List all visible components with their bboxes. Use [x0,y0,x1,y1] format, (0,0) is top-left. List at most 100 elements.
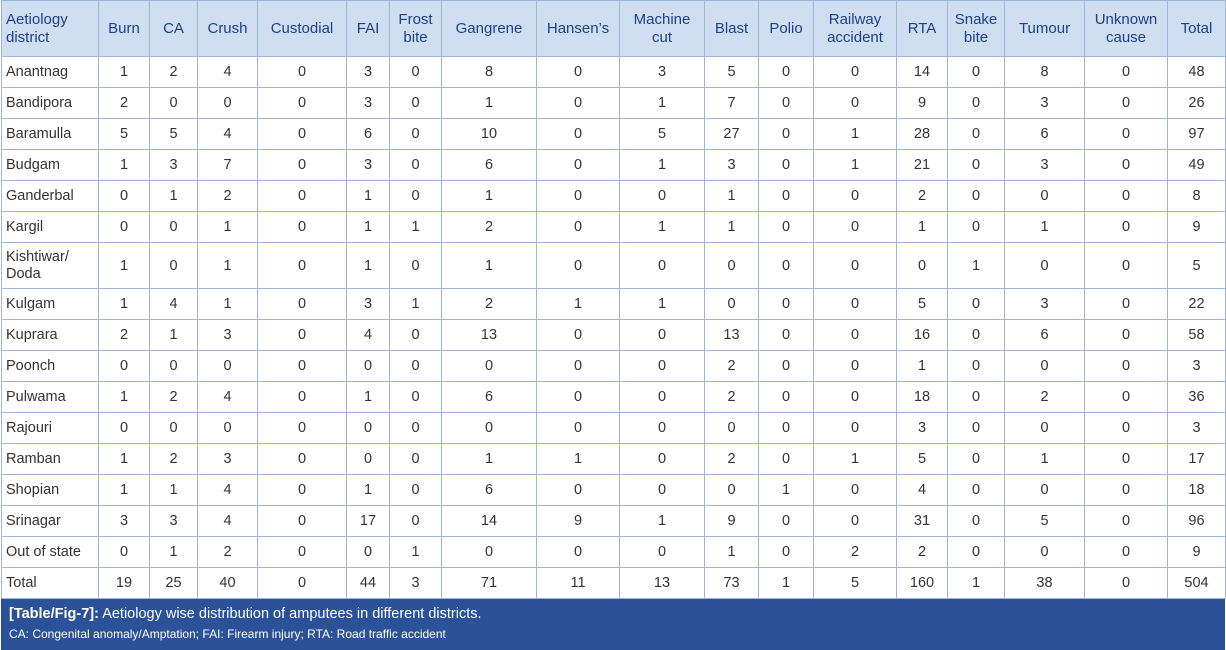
cell: 16 [896,319,948,351]
caption: [Table/Fig-7]: Aetiology wise distributi… [9,603,1217,625]
cell: 1 [389,211,442,243]
cell: 0 [619,443,705,475]
table-row: Kuprara 2 1 3 0 4 0 13 0 0 13 0 0 16 0 6 0 58 [1,319,1226,351]
cell: 0 [947,412,1005,444]
cell: 1 [619,288,705,320]
cell: 0 [536,56,620,88]
column-header: Crush [197,0,258,57]
cell: 6 [441,474,537,506]
cell: 0 [257,56,347,88]
table-row: Anantnag 1 2 4 0 3 0 8 0 3 5 0 0 14 0 8 0 48 [1,56,1226,88]
cell: 6 [1004,118,1085,150]
cell: 0 [257,242,347,289]
cell: 504 [1167,567,1226,599]
column-header: Hansen’s [536,0,620,57]
cell: 0 [619,536,705,568]
cell: 0 [947,149,1005,181]
cell: 0 [441,536,537,568]
cell: 0 [758,56,814,88]
cell: 9 [1167,536,1226,568]
cell: 2 [704,350,759,382]
cell: 17 [346,505,390,537]
cell: 2 [441,288,537,320]
cell: 44 [346,567,390,599]
cell: 0 [389,350,442,382]
cell: 0 [1004,350,1085,382]
cell: 1 [536,288,620,320]
cell: 0 [1004,180,1085,212]
cell: 0 [1004,242,1085,289]
table-row: Srinagar 3 3 4 0 17 0 14 9 1 9 0 0 31 0 5 0 96 [1,505,1226,537]
table-row: Kishtiwar/ Doda 1 0 1 0 1 0 1 0 0 0 0 0 0 1 0 0 5 [1,242,1226,289]
cell: 0 [536,211,620,243]
cell: 1 [704,536,759,568]
cell: 4 [197,474,258,506]
cell: 8 [1004,56,1085,88]
cell: 0 [536,474,620,506]
cell: 71 [441,567,537,599]
cell: 0 [947,87,1005,119]
cell: 0 [619,381,705,413]
cell: 1 [98,242,150,289]
cell: 0 [536,87,620,119]
cell: 0 [1084,474,1168,506]
cell: 3 [704,149,759,181]
row-label: Out of state [1,536,99,568]
column-header: Custodial [257,0,347,57]
cell: 0 [1084,87,1168,119]
cell: 0 [257,87,347,119]
cell: 0 [947,56,1005,88]
cell: 1 [197,211,258,243]
cell: 2 [441,211,537,243]
cell: 1 [98,288,150,320]
cell: 11 [536,567,620,599]
cell: 2 [98,87,150,119]
cell: 1 [389,288,442,320]
table-row: Bandipora 2 0 0 0 3 0 1 0 1 7 0 0 9 0 3 0 26 [1,87,1226,119]
cell: 1 [704,211,759,243]
caption-label: [Table/Fig-7]: [9,606,99,622]
cell: 1 [896,350,948,382]
cell: 0 [389,505,442,537]
cell: 0 [257,443,347,475]
cell: 0 [257,288,347,320]
cell: 0 [536,319,620,351]
row-label: Poonch [1,350,99,382]
row-label: Ramban [1,443,99,475]
cell: 0 [389,319,442,351]
cell: 0 [98,350,150,382]
cell: 10 [441,118,537,150]
cell: 0 [758,149,814,181]
table-row: Ramban 1 2 3 0 0 0 1 1 0 2 0 1 5 0 1 0 17 [1,443,1226,475]
cell: 26 [1167,87,1226,119]
cell: 0 [758,288,814,320]
cell: 0 [257,536,347,568]
column-header: Tumour [1004,0,1085,57]
cell: 1 [619,505,705,537]
cell: 0 [257,211,347,243]
cell: 0 [389,412,442,444]
cell: 0 [197,87,258,119]
cell: 0 [1084,149,1168,181]
column-header: Railway accident [813,0,897,57]
cell: 5 [1004,505,1085,537]
cell: 19 [98,567,150,599]
cell: 0 [257,350,347,382]
cell: 3 [1004,288,1085,320]
cell: 0 [1084,505,1168,537]
cell: 3 [197,443,258,475]
cell: 5 [704,56,759,88]
cell: 1 [346,381,390,413]
cell: 3 [1167,350,1226,382]
cell: 3 [98,505,150,537]
cell: 0 [813,319,897,351]
cell: 0 [389,474,442,506]
cell: 1 [704,180,759,212]
cell: 21 [896,149,948,181]
cell: 2 [704,381,759,413]
cell: 0 [947,443,1005,475]
cell: 0 [947,536,1005,568]
table-row: Pulwama 1 2 4 0 1 0 6 0 0 2 0 0 18 0 2 0 36 [1,381,1226,413]
column-header: RTA [896,0,948,57]
cell: 0 [389,180,442,212]
